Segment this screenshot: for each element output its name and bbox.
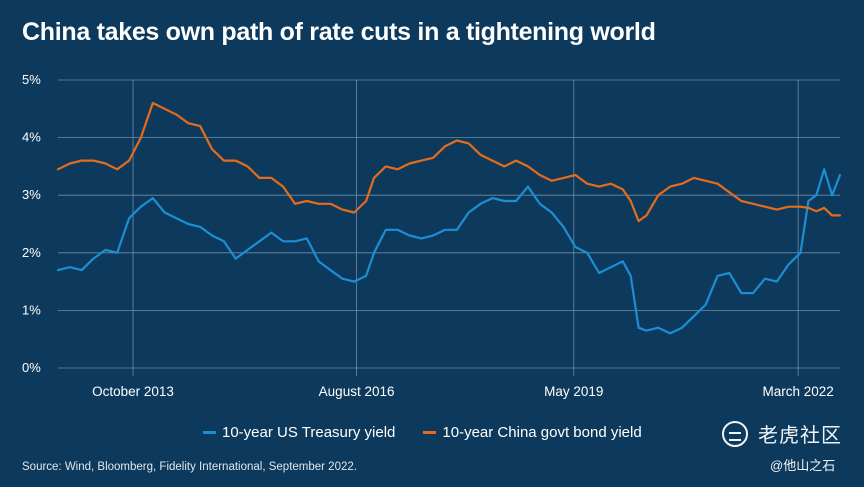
legend-item-china-bond: 10-year China govt bond yield xyxy=(423,423,642,441)
x-tick-labels: October 2013 August 2016 May 2019 March 202… xyxy=(92,384,834,399)
legend-swatch-us xyxy=(203,430,216,434)
x-tick-label: March 2022 xyxy=(762,384,833,399)
chart-title: China takes own path of rate cuts in a t… xyxy=(22,18,656,46)
source-note: Source: Wind, Bloomberg, Fidelity Intern… xyxy=(22,461,357,473)
legend-label-china: 10-year China govt bond yield xyxy=(442,423,642,441)
legend-item-us-treasury: 10-year US Treasury yield xyxy=(203,424,395,441)
y-tick-labels: 0% 1% 2% 3% 4% 5% xyxy=(22,72,41,375)
y-tick-label: 1% xyxy=(22,302,41,317)
watermark-name: 老虎社区 xyxy=(758,425,842,447)
x-tick-label: October 2013 xyxy=(92,384,174,399)
x-tick-label: May 2019 xyxy=(544,384,603,399)
y-tick-label: 2% xyxy=(22,245,41,260)
series-line-china-bond xyxy=(56,101,842,223)
gridlines xyxy=(58,79,840,376)
series-line-us-treasury xyxy=(56,168,842,335)
y-tick-label: 3% xyxy=(22,187,41,202)
tiger-logo-icon xyxy=(722,420,748,447)
legend: 10-year US Treasury yield 10-year China … xyxy=(203,422,670,442)
x-tick-label: August 2016 xyxy=(319,384,395,399)
legend-swatch-china xyxy=(423,430,437,434)
legend-label-us: 10-year US Treasury yield xyxy=(222,423,396,441)
watermark-handle: @他山之石 xyxy=(770,458,836,473)
series-lines xyxy=(56,101,842,335)
watermark: 老虎社区 xyxy=(722,419,842,448)
y-tick-label: 0% xyxy=(22,360,41,375)
y-tick-label: 5% xyxy=(22,72,41,87)
y-tick-label: 4% xyxy=(22,130,41,145)
